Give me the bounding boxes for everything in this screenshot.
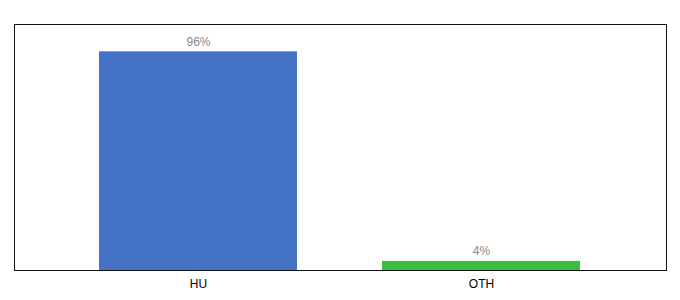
svg-text:HU: HU bbox=[190, 277, 207, 291]
svg-text:4%: 4% bbox=[473, 244, 491, 258]
svg-text:96%: 96% bbox=[186, 35, 210, 49]
svg-text:OTH: OTH bbox=[469, 277, 494, 291]
